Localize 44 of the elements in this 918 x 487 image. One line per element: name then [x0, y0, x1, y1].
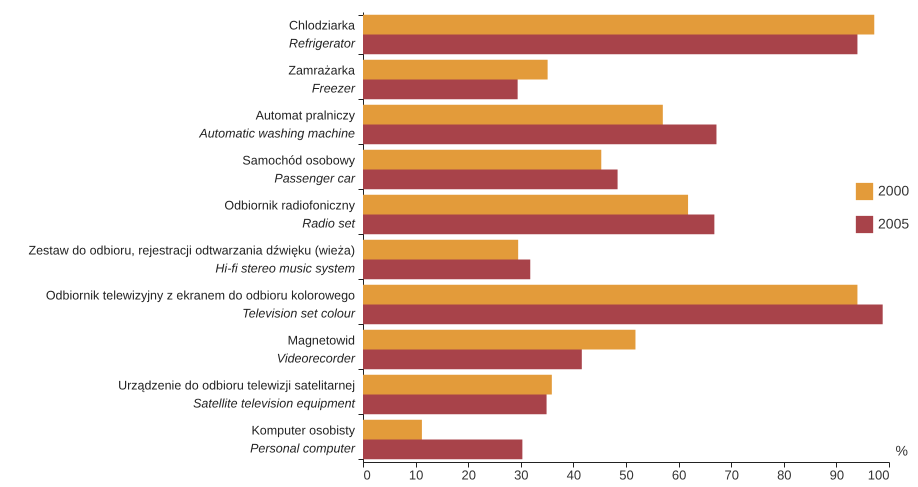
- bar: [363, 14, 874, 34]
- bar: [363, 150, 602, 170]
- bar: [363, 394, 547, 414]
- category-label: Samochód osobowy Passenger car: [242, 154, 355, 186]
- bar: [363, 374, 552, 394]
- x-tick-label: 30: [514, 468, 529, 482]
- x-tick-label: 0: [364, 468, 371, 482]
- category-label: Chlodziarka Refrigerator: [288, 18, 355, 50]
- x-tick-label: 60: [672, 468, 686, 482]
- bar: [363, 104, 663, 124]
- bar: [363, 350, 582, 370]
- bar: [363, 60, 548, 80]
- x-axis-title: %: [896, 442, 908, 458]
- x-tick-label: 80: [777, 468, 792, 482]
- bar: [363, 34, 858, 54]
- category-label: Urządzenie do odbioru telewizji satelitarnej Satellite television equipment: [118, 378, 355, 410]
- x-tick-label: 50: [619, 468, 634, 482]
- bar: [363, 330, 636, 350]
- bar: [363, 240, 518, 260]
- bar: [363, 284, 858, 304]
- legend-label: 2005: [878, 216, 910, 232]
- bar: [363, 194, 688, 214]
- bar: [363, 80, 518, 100]
- category-label: Zamrażarka Freezer: [288, 64, 355, 96]
- x-tick-label: 90: [830, 468, 844, 482]
- bar: [363, 170, 618, 190]
- bar: [363, 260, 530, 280]
- bar: [363, 420, 422, 440]
- bar: [363, 440, 522, 460]
- category-label: Komputer osobisty Personal computer: [250, 424, 355, 456]
- bar: [363, 124, 716, 144]
- x-tick-label: 20: [461, 468, 476, 482]
- category-label: Zestaw do odbioru, rejestracji odtwarzania dźwięku (wieża) Hi-fi stereo music system: [28, 244, 355, 276]
- category-label: Automat pralniczy Automatic washing machine: [199, 108, 355, 140]
- bar: [363, 304, 883, 324]
- x-tick-label: 40: [566, 468, 582, 482]
- category-label: Odbiornik radiofoniczny Radio set: [224, 198, 355, 230]
- legend-label: 2000: [878, 182, 910, 198]
- category-label: Odbiornik telewizyjny z ekranem do odbioru kolorowego Television set colour: [46, 288, 355, 320]
- x-tick-label: 10: [408, 468, 424, 482]
- x-tick-label: 100: [868, 468, 890, 482]
- category-label: Magnetowid Videorecorder: [276, 334, 355, 366]
- bar: [363, 214, 714, 234]
- x-tick-label: 70: [724, 468, 739, 482]
